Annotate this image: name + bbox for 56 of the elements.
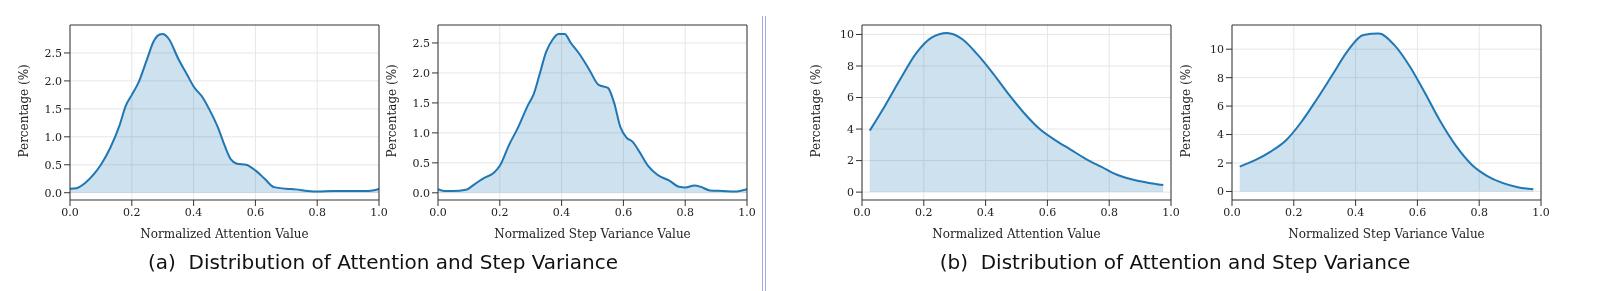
x-tick-label: 0.6 bbox=[614, 205, 633, 219]
x-axis-title: Normalized Attention Value bbox=[932, 227, 1101, 241]
x-tick-label: 0.4 bbox=[976, 205, 995, 219]
y-tick-label: 1.5 bbox=[44, 102, 62, 116]
x-tick-label: 0.6 bbox=[1038, 205, 1057, 219]
x-tick-label: 0.0 bbox=[61, 205, 79, 219]
y-tick-label: 4 bbox=[1217, 128, 1224, 142]
y-tick-label: 0.0 bbox=[412, 186, 430, 200]
y-axis-title: Percentage (%) bbox=[17, 64, 32, 158]
y-tick-label: 2 bbox=[847, 154, 854, 168]
y-tick-label: 10 bbox=[840, 28, 854, 42]
y-axis-title: Percentage (%) bbox=[1179, 64, 1194, 158]
text: (a) Distribution of Attention and Step Variance bbox=[146, 250, 620, 274]
y-tick-label: 1.0 bbox=[412, 126, 430, 140]
y-tick-label: 2.0 bbox=[44, 74, 62, 88]
y-tick-label: 8 bbox=[847, 59, 854, 73]
y-tick-label: 2.5 bbox=[412, 36, 430, 50]
x-tick-label: 1.0 bbox=[738, 205, 756, 219]
x-axis-title: Normalized Attention Value bbox=[140, 227, 309, 241]
y-axis-title: Percentage (%) bbox=[809, 64, 824, 158]
y-axis-title: Percentage (%) bbox=[385, 64, 400, 158]
x-tick-label: 0.0 bbox=[429, 205, 447, 219]
x-axis-title: Normalized Step Variance Value bbox=[494, 227, 691, 241]
y-tick-label: 0 bbox=[847, 186, 854, 200]
x-tick-label: 0.4 bbox=[184, 205, 203, 219]
y-tick-label: 1.0 bbox=[44, 130, 62, 144]
x-tick-label: 1.0 bbox=[1532, 205, 1550, 219]
x-tick-label: 0.2 bbox=[915, 205, 933, 219]
y-tick-label: 8 bbox=[1217, 71, 1224, 85]
y-tick-label: 2.0 bbox=[412, 66, 430, 80]
y-tick-label: 0.5 bbox=[412, 156, 430, 170]
y-tick-label: 4 bbox=[847, 122, 854, 136]
x-tick-label: 0.6 bbox=[1408, 205, 1427, 219]
y-tick-label: 2 bbox=[1217, 156, 1224, 170]
y-tick-label: 2.5 bbox=[44, 46, 62, 60]
text: (b) Distribution of Attention and Step Variance bbox=[938, 250, 1412, 274]
x-tick-label: 0.2 bbox=[1285, 205, 1303, 219]
x-tick-label: 0.8 bbox=[1100, 205, 1118, 219]
y-tick-label: 0.5 bbox=[44, 158, 62, 172]
y-tick-label: 6 bbox=[847, 91, 854, 105]
x-tick-label: 1.0 bbox=[1162, 205, 1180, 219]
x-tick-label: 0.4 bbox=[1346, 205, 1365, 219]
x-tick-label: 0.2 bbox=[123, 205, 141, 219]
x-tick-label: 0.2 bbox=[491, 205, 509, 219]
y-tick-label: 10 bbox=[1210, 43, 1224, 57]
x-tick-label: 0.8 bbox=[676, 205, 694, 219]
x-tick-label: 0.6 bbox=[246, 205, 265, 219]
y-tick-label: 0 bbox=[1217, 185, 1224, 199]
x-tick-label: 0.8 bbox=[1470, 205, 1488, 219]
x-axis-title: Normalized Step Variance Value bbox=[1288, 227, 1485, 241]
x-tick-label: 1.0 bbox=[370, 205, 388, 219]
y-tick-label: 6 bbox=[1217, 100, 1224, 113]
y-tick-label: 0.0 bbox=[44, 186, 62, 200]
x-tick-label: 0.4 bbox=[552, 205, 571, 219]
x-tick-label: 0.8 bbox=[308, 205, 326, 219]
y-tick-label: 1.5 bbox=[412, 96, 430, 110]
